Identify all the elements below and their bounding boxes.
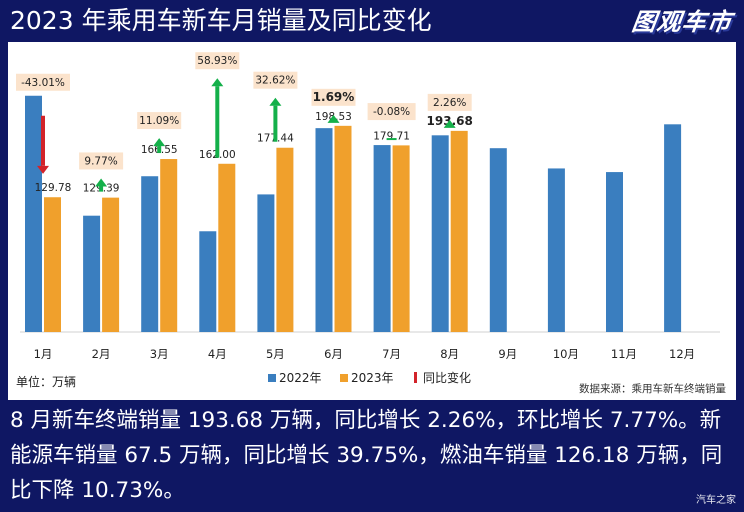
yoy-arrow-shaft (41, 115, 45, 166)
yoy-label: 9.77% (84, 155, 117, 167)
sales-chart: 129.781月-43.01%129.392月9.77%166.553月11.0… (16, 52, 726, 395)
yoy-marker (386, 138, 397, 141)
yoy-label-bg (195, 52, 240, 70)
yoy-arrow-shaft (215, 86, 220, 158)
bar-2022 (83, 215, 101, 332)
yoy-label-bg (367, 103, 416, 121)
yoy-label-bg (137, 112, 182, 130)
yoy-label-bg (427, 93, 472, 111)
legend-swatch (268, 374, 276, 382)
data-label-2023: 179.71 (373, 130, 410, 142)
x-tick-label: 7月 (382, 347, 401, 361)
yoy-arrow-up-icon (153, 138, 166, 147)
yoy-label: -0.08% (373, 106, 410, 118)
x-tick-label: 4月 (208, 347, 227, 361)
brand-logo: 图观车市 (630, 8, 734, 36)
bar-2023 (334, 125, 352, 332)
x-tick-label: 8月 (440, 347, 459, 361)
yoy-arrow-shaft (157, 146, 162, 154)
yoy-arrow-shaft (99, 186, 104, 192)
summary-text: 8 月新车终端销量 193.68 万辆，同比增长 2.26%，环比增长 7.77… (10, 408, 723, 503)
bar-2022 (141, 176, 159, 332)
watermark: 汽车之家 (696, 495, 736, 506)
yoy-label: 2.26% (433, 97, 466, 109)
data-label-2023: 129.78 (35, 182, 72, 194)
bar-2023 (450, 130, 468, 332)
yoy-label: 58.93% (197, 55, 237, 67)
yoy-arrow-up-icon (95, 178, 108, 187)
bar-2023 (44, 197, 61, 332)
yoy-label-bg (16, 73, 70, 91)
legend-swatch (340, 374, 348, 382)
x-tick-label: 11月 (611, 347, 637, 361)
bar-2023 (218, 163, 236, 332)
x-tick-label: 9月 (498, 347, 517, 361)
bar-2022 (199, 231, 217, 332)
bar-2022 (606, 172, 623, 332)
x-tick-label: 3月 (150, 347, 169, 361)
bar-2023 (160, 159, 178, 332)
yoy-label: -43.01% (21, 77, 65, 89)
bar-2023 (276, 147, 294, 332)
legend-label: 2023年 (351, 371, 394, 385)
bar-2023 (392, 145, 410, 332)
legend-swatch (414, 372, 417, 383)
yoy-label: 1.69% (313, 90, 355, 104)
x-tick-label: 6月 (324, 347, 343, 361)
yoy-label-bg (253, 71, 298, 89)
yoy-arrow-shaft (273, 105, 278, 142)
x-tick-label: 2月 (92, 347, 111, 361)
legend-label: 同比变化 (423, 370, 471, 385)
yoy-arrow-up-icon (211, 78, 224, 87)
legend-label: 2022年 (279, 371, 322, 385)
bar-2022 (257, 194, 275, 332)
source-note: 数据来源：乘用车新车终端销量 (579, 382, 726, 395)
yoy-label: 32.62% (255, 75, 295, 87)
x-tick-label: 5月 (266, 347, 285, 361)
page-title: 2023 年乘用车新车月销量及同比变化 (10, 6, 432, 35)
x-tick-label: 12月 (669, 347, 695, 361)
yoy-label-bg (79, 152, 124, 170)
bar-2023 (102, 197, 120, 332)
yoy-arrow-up-icon (327, 114, 340, 123)
yoy-label-bg (311, 88, 356, 106)
bar-2022 (489, 148, 507, 332)
x-tick-label: 1月 (34, 347, 53, 361)
chart-panel: 129.781月-43.01%129.392月9.77%166.553月11.0… (8, 42, 736, 400)
yoy-arrow-up-icon (269, 97, 282, 106)
bar-2022 (664, 124, 682, 332)
x-tick-label: 10月 (553, 347, 579, 361)
yoy-arrow-down-icon (37, 165, 49, 174)
bar-2022 (547, 168, 565, 332)
bar-2022 (431, 135, 449, 332)
bar-2022 (315, 128, 333, 332)
bar-2022 (25, 95, 42, 332)
unit-label: 单位：万辆 (16, 374, 76, 389)
yoy-label: 11.09% (139, 115, 179, 127)
bar-2022 (373, 145, 391, 332)
yoy-arrow-up-icon (443, 119, 456, 128)
